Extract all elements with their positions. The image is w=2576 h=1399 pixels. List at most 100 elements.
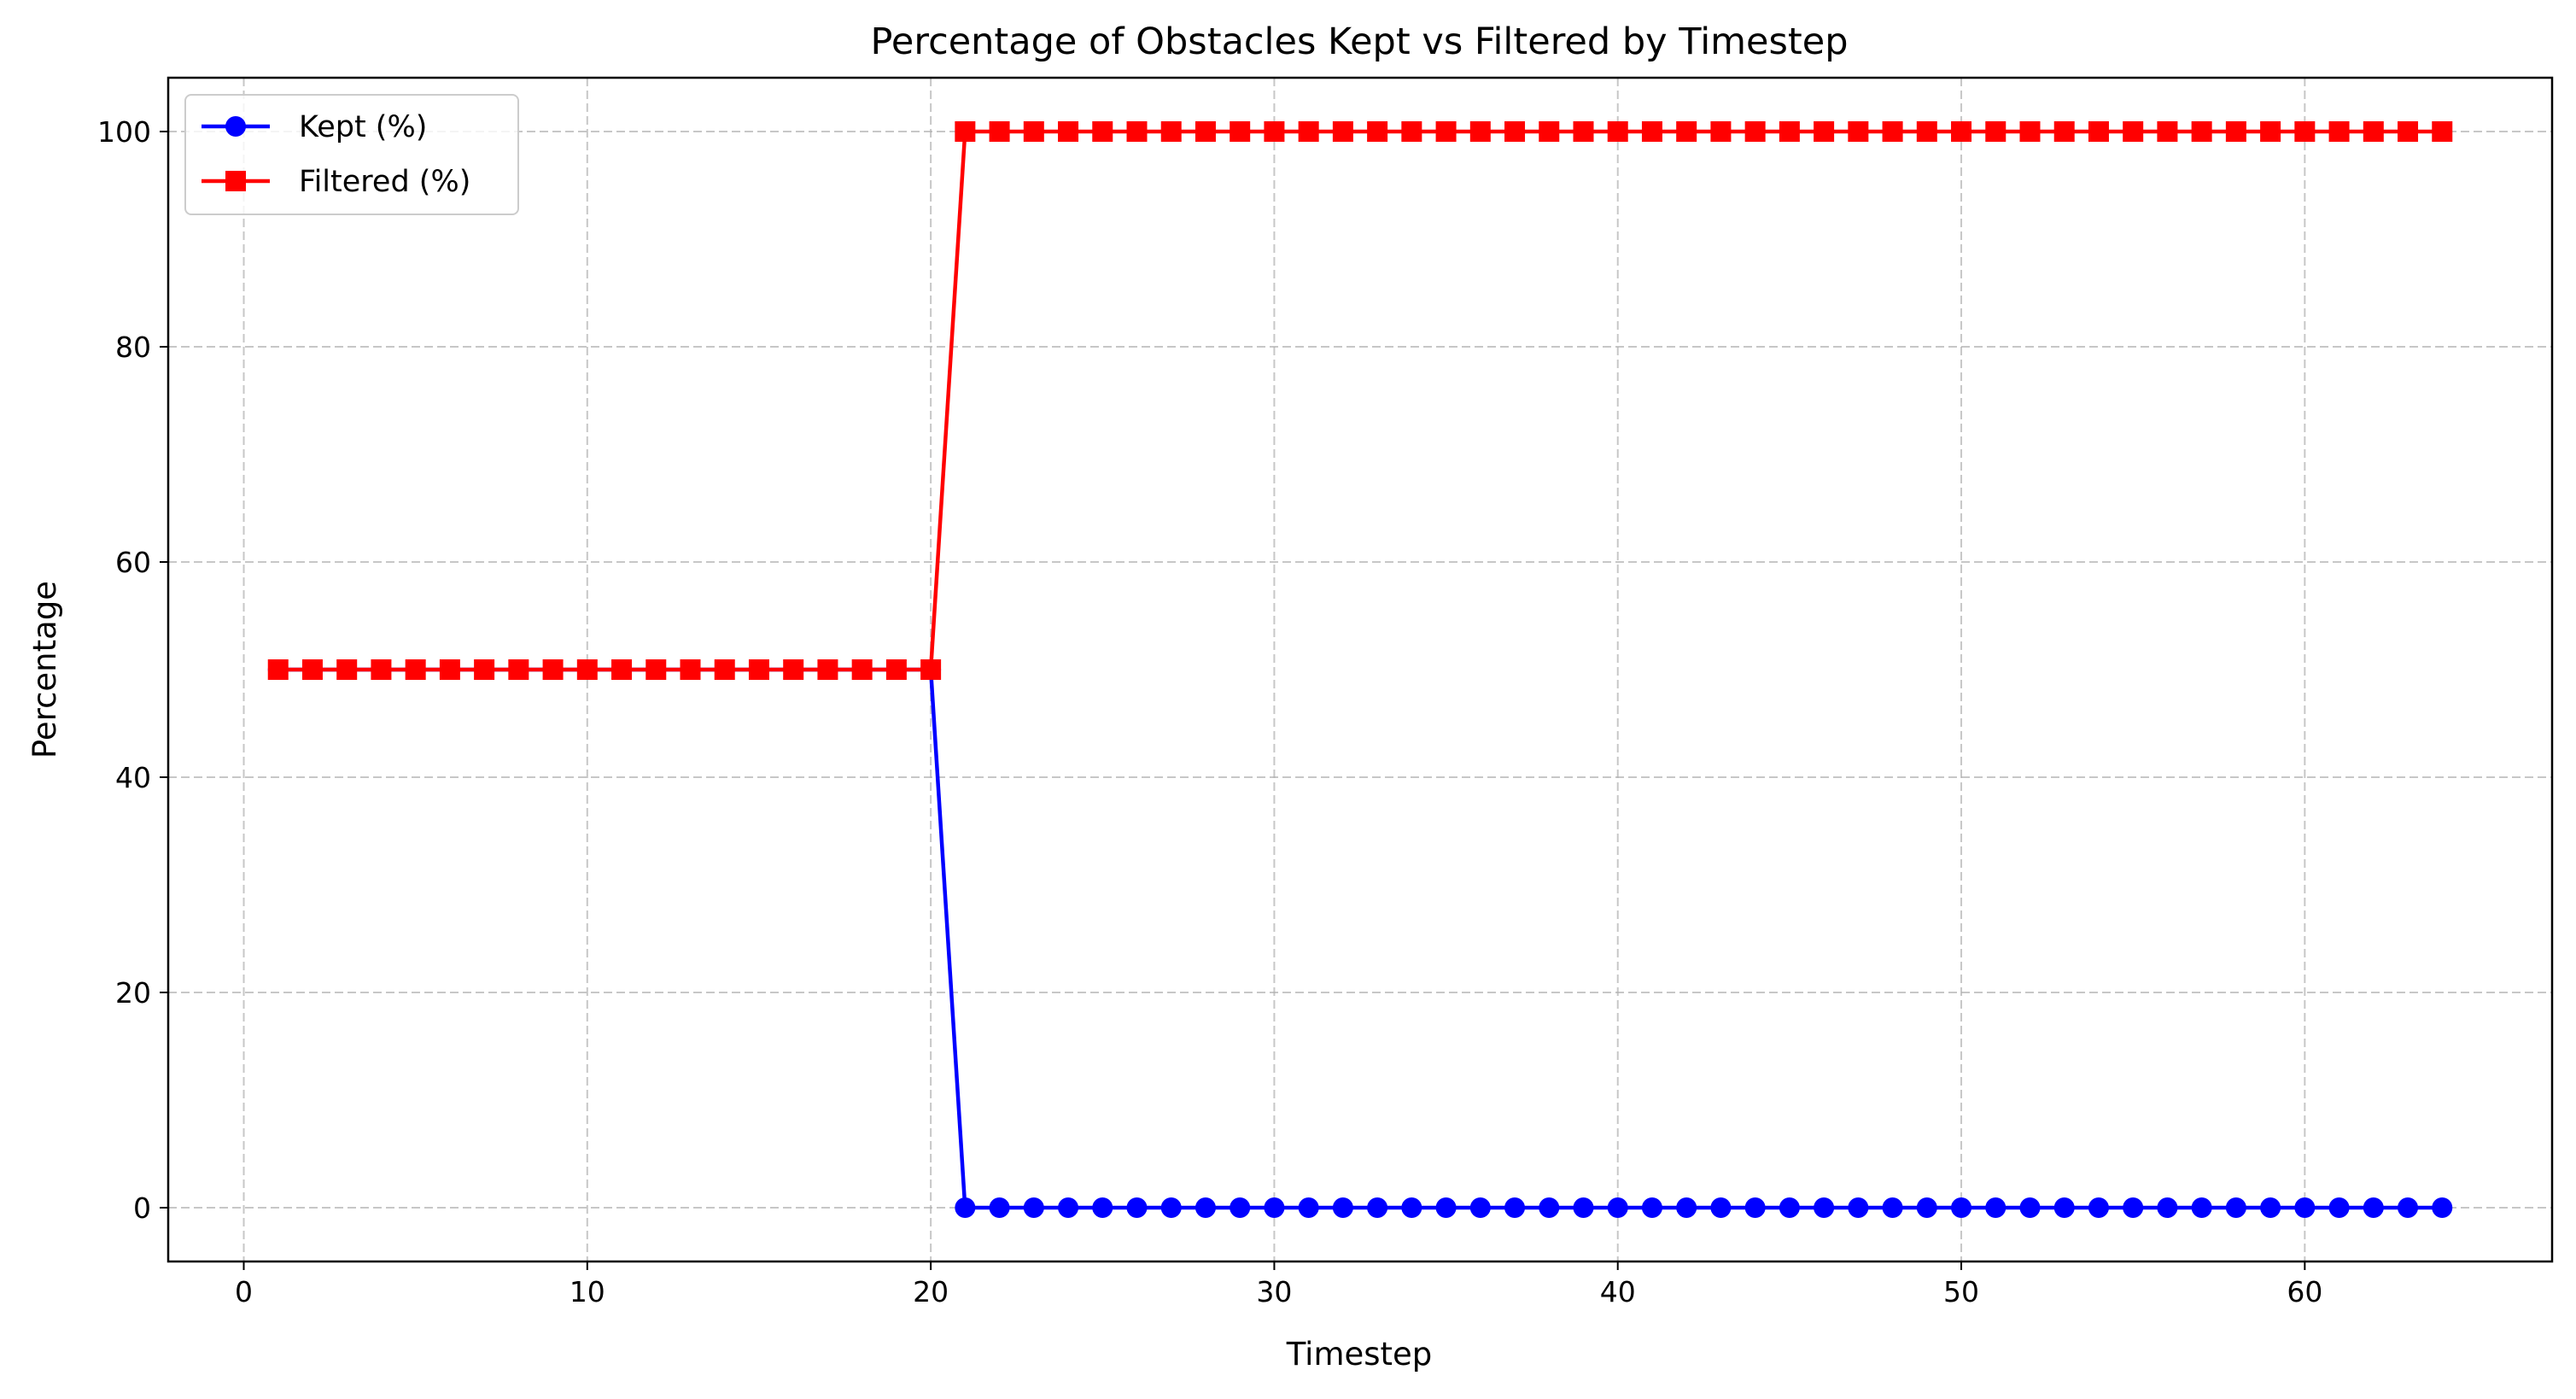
chart-title: Percentage of Obstacles Kept vs Filtered…: [870, 20, 1848, 63]
data-point-filtered: [1126, 121, 1148, 142]
data-point-kept: [1882, 1197, 1903, 1218]
data-point-kept: [1435, 1197, 1457, 1218]
data-point-kept: [2328, 1197, 2350, 1218]
data-point-kept: [1744, 1197, 1766, 1218]
data-point-filtered: [1573, 121, 1594, 142]
x-tick-label: 30: [1256, 1275, 1292, 1308]
x-tick-label: 60: [2287, 1275, 2322, 1308]
legend-marker-filtered: [225, 171, 246, 191]
x-tick-label: 0: [235, 1275, 253, 1308]
x-tick-label: 10: [570, 1275, 605, 1308]
data-point-filtered: [1023, 121, 1044, 142]
legend: Kept (%) Filtered (%): [184, 94, 519, 215]
data-point-filtered: [611, 659, 633, 680]
data-point-kept: [1607, 1197, 1628, 1218]
data-point-filtered: [1607, 121, 1628, 142]
data-point-filtered: [1195, 121, 1216, 142]
data-point-filtered: [1469, 121, 1491, 142]
data-point-kept: [2260, 1197, 2281, 1218]
y-tick-label: 100: [97, 115, 151, 149]
data-point-filtered: [1539, 121, 1560, 142]
data-point-filtered: [267, 659, 289, 680]
data-point-kept: [1367, 1197, 1388, 1218]
data-point-filtered: [1298, 121, 1319, 142]
data-point-filtered: [1160, 121, 1182, 142]
data-point-filtered: [336, 659, 358, 680]
data-point-kept: [2123, 1197, 2144, 1218]
data-point-kept: [2053, 1197, 2075, 1218]
data-point-filtered: [1710, 121, 1732, 142]
data-point-filtered: [2019, 121, 2041, 142]
data-point-kept: [1230, 1197, 1251, 1218]
data-point-kept: [1985, 1197, 2006, 1218]
data-point-kept: [2294, 1197, 2316, 1218]
data-point-filtered: [748, 659, 769, 680]
y-axis-title: Percentage: [26, 581, 63, 758]
data-point-kept: [1814, 1197, 1835, 1218]
data-point-kept: [2363, 1197, 2384, 1218]
x-tick-label: 20: [913, 1275, 949, 1308]
legend-marker-kept: [225, 116, 246, 137]
data-point-kept: [2225, 1197, 2246, 1218]
data-point-filtered: [1916, 121, 1937, 142]
data-point-filtered: [851, 659, 873, 680]
data-point-filtered: [2053, 121, 2075, 142]
data-point-filtered: [714, 659, 735, 680]
series-layer: [267, 121, 2453, 1218]
data-point-kept: [1058, 1197, 1079, 1218]
data-point-filtered: [405, 659, 426, 680]
data-point-kept: [1195, 1197, 1216, 1218]
data-point-kept: [2191, 1197, 2212, 1218]
x-tick-label: 50: [1943, 1275, 1979, 1308]
data-point-kept: [1951, 1197, 1972, 1218]
data-point-kept: [1916, 1197, 1937, 1218]
data-point-kept: [1676, 1197, 1697, 1218]
data-point-filtered: [989, 121, 1010, 142]
data-point-kept: [989, 1197, 1010, 1218]
series-line-filtered: [277, 129, 2443, 672]
data-point-kept: [1401, 1197, 1422, 1218]
data-point-kept: [1504, 1197, 1526, 1218]
x-axis-title: Timestep: [1286, 1336, 1433, 1373]
y-tick-label: 60: [115, 546, 151, 579]
data-point-filtered: [542, 659, 564, 680]
data-point-filtered: [2328, 121, 2350, 142]
data-point-filtered: [1401, 121, 1422, 142]
data-point-filtered: [1951, 121, 1972, 142]
data-point-filtered: [2260, 121, 2281, 142]
data-point-filtered: [1676, 121, 1697, 142]
plot-frame: [166, 76, 2554, 1263]
data-point-filtered: [2294, 121, 2316, 142]
data-point-kept: [955, 1197, 976, 1218]
data-point-kept: [1779, 1197, 1800, 1218]
data-point-kept: [1160, 1197, 1182, 1218]
data-point-filtered: [1367, 121, 1388, 142]
data-point-kept: [2088, 1197, 2109, 1218]
data-point-kept: [1710, 1197, 1732, 1218]
legend-label-filtered: Filtered (%): [299, 165, 470, 199]
data-point-filtered: [508, 659, 529, 680]
data-point-filtered: [2363, 121, 2384, 142]
data-point-filtered: [2225, 121, 2246, 142]
data-point-filtered: [2432, 121, 2453, 142]
data-point-filtered: [1092, 121, 1113, 142]
data-point-filtered: [1848, 121, 1869, 142]
y-tick-label: 40: [115, 761, 151, 794]
legend-label-kept: Kept (%): [299, 110, 427, 144]
data-point-kept: [2157, 1197, 2178, 1218]
data-point-kept: [2019, 1197, 2041, 1218]
data-point-filtered: [1264, 121, 1285, 142]
data-point-kept: [1848, 1197, 1869, 1218]
data-point-kept: [1298, 1197, 1319, 1218]
data-point-kept: [1092, 1197, 1113, 1218]
data-point-kept: [1126, 1197, 1148, 1218]
data-point-filtered: [1779, 121, 1800, 142]
data-point-filtered: [2191, 121, 2212, 142]
data-point-filtered: [645, 659, 667, 680]
data-point-kept: [2398, 1197, 2419, 1218]
data-point-filtered: [2398, 121, 2419, 142]
data-point-filtered: [2088, 121, 2109, 142]
